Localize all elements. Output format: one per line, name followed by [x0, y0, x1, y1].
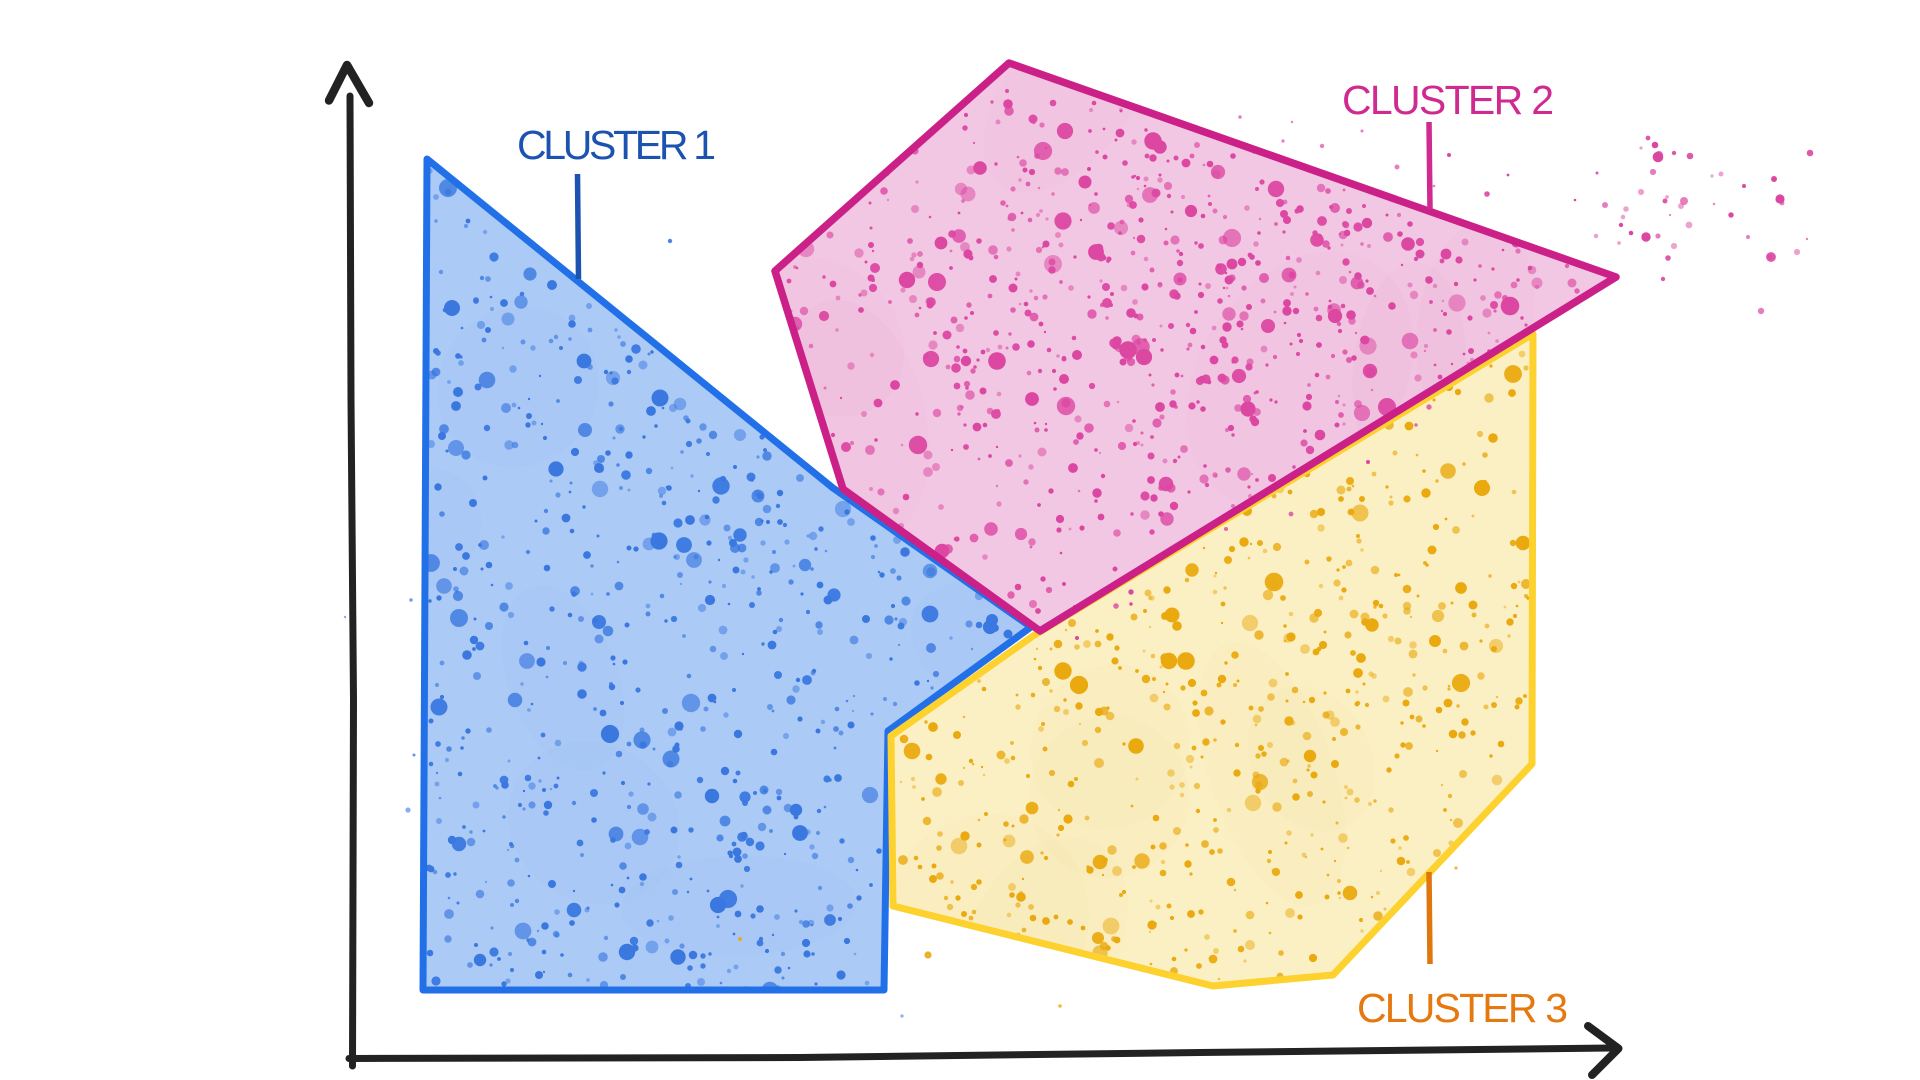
svg-text:CLUSTER 2: CLUSTER 2 — [1342, 77, 1554, 123]
svg-text:CLUSTER 3: CLUSTER 3 — [1357, 985, 1568, 1031]
svg-text:CLUSTER 1: CLUSTER 1 — [517, 122, 716, 168]
